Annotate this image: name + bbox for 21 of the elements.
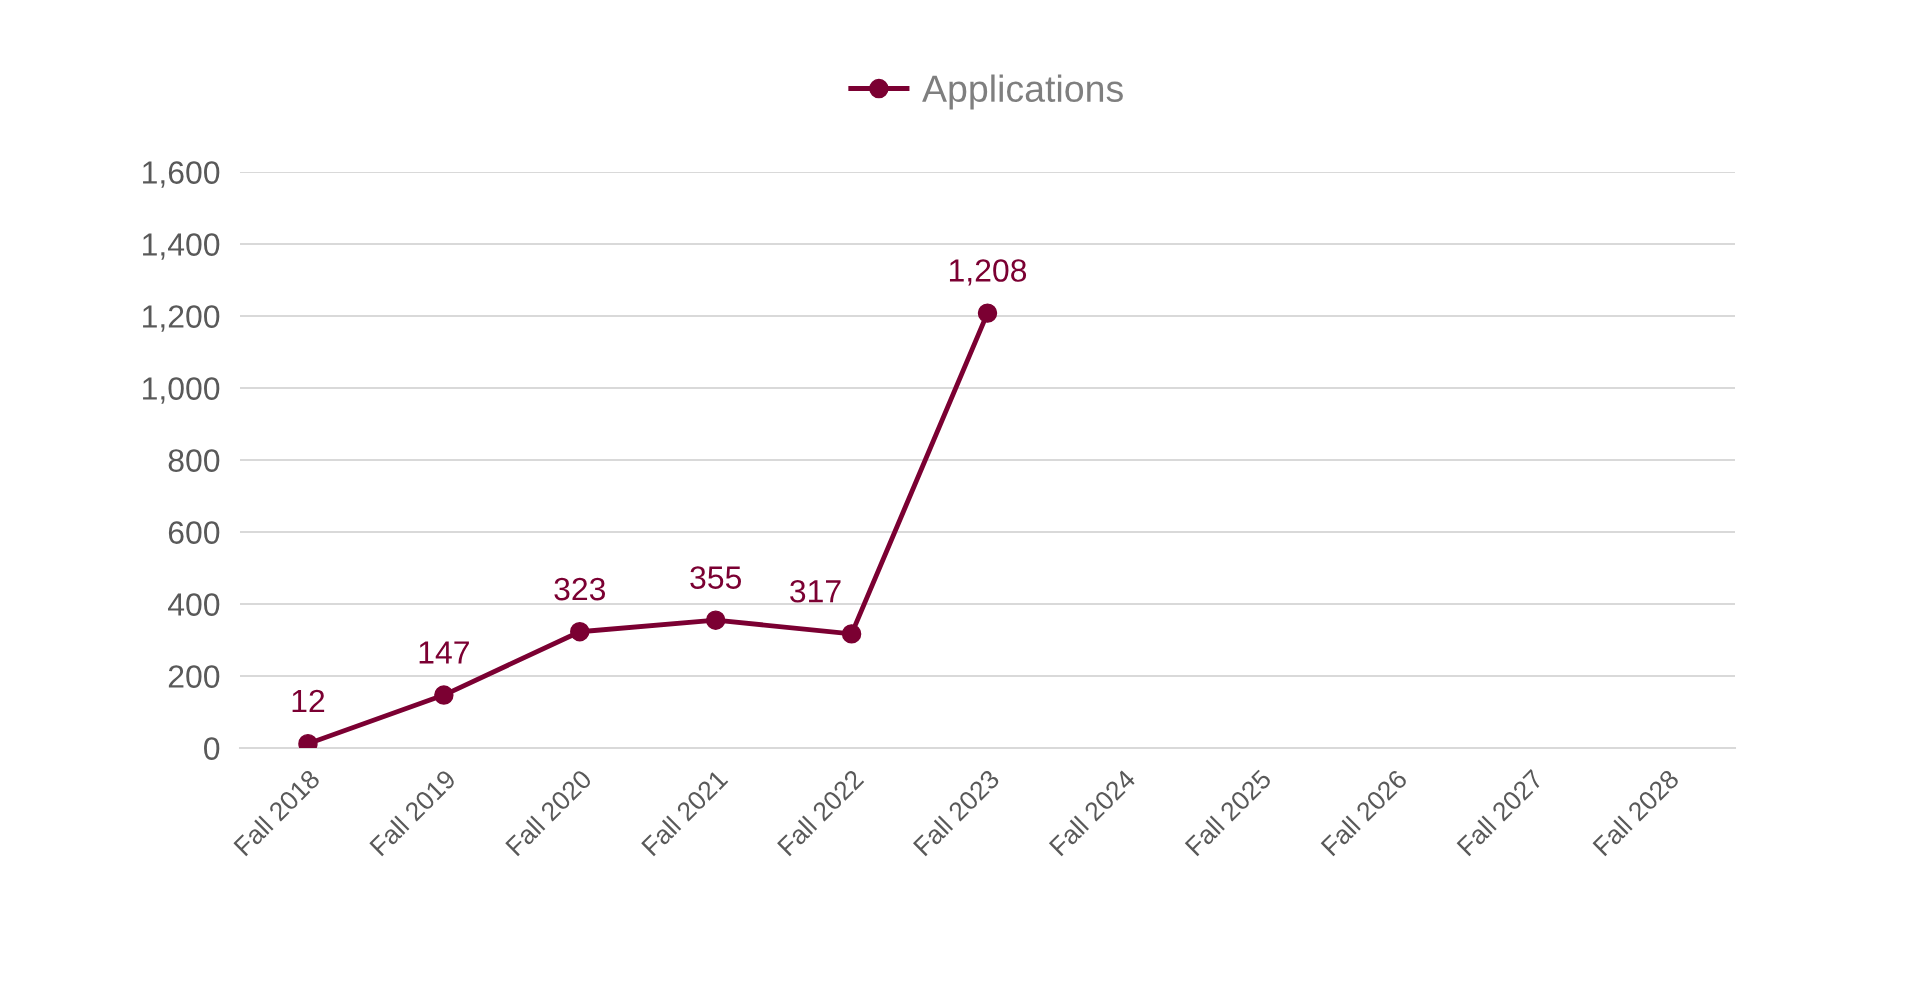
data-label: 12 [292, 689, 325, 713]
data-label: 147 [419, 641, 469, 664]
y-tick-label: 200 [168, 665, 220, 688]
y-tick-label: 1,600 [143, 161, 220, 188]
y-tick-label: 0 [204, 737, 220, 760]
y-tick-label: 800 [168, 449, 220, 472]
point [841, 624, 862, 644]
y-tick-label: 400 [168, 593, 220, 616]
data-label: 355 [690, 566, 741, 589]
data-label: 317 [790, 579, 841, 603]
legend-label: Applications [922, 74, 1123, 110]
data-label: 1,208 [949, 259, 1027, 286]
y-tick-label: 1,000 [143, 377, 220, 404]
point [434, 685, 454, 705]
y-tick-label: 600 [168, 521, 220, 544]
point [570, 621, 590, 642]
data-label: 323 [554, 577, 606, 601]
point [977, 303, 998, 323]
y-tick-label: 1,400 [143, 233, 220, 260]
y-tick-label: 1,200 [143, 305, 220, 332]
point [705, 610, 726, 630]
